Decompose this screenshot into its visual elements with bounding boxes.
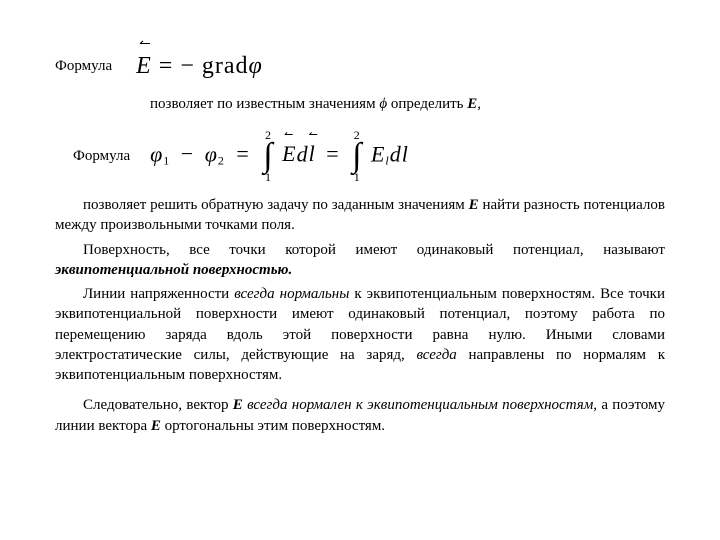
integral-1: 2 ∫ 1: [263, 129, 273, 184]
line1-E: Е: [467, 96, 477, 112]
eq1-equals: =: [159, 53, 174, 79]
integral-2: 2 ∫ 1: [352, 129, 362, 184]
p3-em2: всегда: [416, 347, 456, 363]
p4-d: ортогональны этим поверхностям.: [161, 418, 385, 434]
p3-em1: всегда нормальны: [234, 286, 349, 302]
vector-arrow-icon: ↼: [309, 128, 319, 143]
eq2-l2: l: [402, 141, 409, 166]
paragraph-4: Следовательно, вектор Е всегда нормален …: [55, 395, 665, 436]
eq2-phi2: φ: [205, 141, 218, 166]
eq2-sub2: 2: [218, 153, 225, 167]
vector-E: ↼ E: [136, 50, 152, 82]
p4-E1: Е: [233, 397, 243, 413]
p1-E: Е: [469, 197, 479, 213]
integral-icon: ∫: [352, 141, 362, 172]
line-after-eq1: позволяет по известным значениям ϕ опред…: [55, 94, 665, 114]
eq2-l1: l: [309, 141, 316, 166]
integral-icon: ∫: [263, 141, 273, 172]
eq2-E2: E: [371, 141, 385, 166]
p2-em: эквипотенциальной поверхностью.: [55, 262, 292, 278]
p4-E2: Е: [151, 418, 161, 434]
formula-row-1: Формула ↼ E = − gradφ: [55, 50, 665, 82]
line1-a: позволяет по известным значениям: [150, 96, 379, 112]
eq1-lhs: E: [136, 53, 152, 79]
int1-bot: 1: [265, 171, 272, 183]
formula-label: Формула: [55, 56, 112, 76]
line1-b: определить: [387, 96, 467, 112]
p2-a: Поверхность, все точки которой имеют оди…: [83, 242, 665, 258]
p1-a: позволяет решить обратную задачу по зада…: [83, 197, 469, 213]
vector-arrow-icon: ↼: [139, 36, 152, 55]
equation-2: φ1 − φ2 = 2 ∫ 1 ↼ E d ↼ l = 2 ∫ 1 Eldl: [150, 129, 409, 184]
formula-label-2: Формула: [73, 146, 130, 166]
eq2-d2: d: [390, 141, 402, 166]
vector-arrow-icon: ↼: [284, 128, 294, 143]
int2-bot: 1: [354, 171, 361, 183]
eq2-phi1: φ: [150, 141, 163, 166]
p4-em: всегда нормален к эквипотенциальным пове…: [247, 397, 597, 413]
eq2-sub1: 1: [163, 153, 170, 167]
line1-phi: ϕ: [379, 96, 387, 112]
eq2-eq2: =: [326, 141, 339, 166]
eq2-eq1: =: [236, 141, 249, 166]
eq2-d1: d: [297, 141, 309, 166]
eq1-minus: −: [180, 53, 195, 79]
vector-l: ↼ l: [309, 139, 316, 169]
eq2-E1: E: [282, 141, 296, 166]
paragraph-1: позволяет решить обратную задачу по зада…: [55, 195, 665, 236]
equation-1: ↼ E = − gradφ: [136, 50, 263, 82]
eq2-minus: −: [181, 141, 194, 166]
formula-row-2: Формула φ1 − φ2 = 2 ∫ 1 ↼ E d ↼ l = 2 ∫ …: [55, 129, 665, 184]
paragraph-3: Линии напряженности всегда нормальны к э…: [55, 284, 665, 385]
eq1-phi: φ: [249, 53, 263, 79]
vector-E-int1: ↼ E: [282, 139, 296, 169]
document-page: Формула ↼ E = − gradφ позволяет по извес…: [0, 0, 720, 470]
p3-a: Линии напряженности: [83, 286, 234, 302]
p4-a: Следовательно, вектор: [83, 397, 233, 413]
line1-c: ,: [477, 96, 481, 112]
eq1-grad: grad: [202, 53, 249, 79]
paragraph-2: Поверхность, все точки которой имеют оди…: [55, 240, 665, 281]
